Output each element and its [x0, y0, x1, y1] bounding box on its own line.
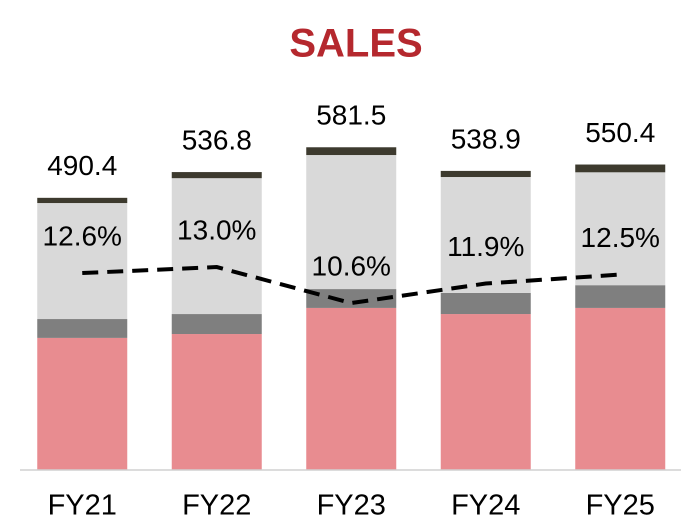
bar-segment	[440, 292, 531, 315]
bar-segment	[37, 197, 128, 204]
total-label: 538.9	[451, 123, 521, 154]
bar-segment	[171, 178, 262, 315]
x-tick-label: FY24	[451, 490, 520, 522]
bar-segment	[575, 307, 666, 470]
bar-segment	[37, 319, 128, 338]
x-tick-label: FY23	[317, 490, 386, 522]
bar-segment	[306, 147, 397, 156]
line-label: 11.9%	[447, 231, 524, 262]
bar-segment	[37, 337, 128, 470]
bar-segment	[575, 285, 666, 308]
bar-segment	[575, 164, 666, 173]
line-label: 13.0%	[177, 214, 256, 245]
total-label: 581.5	[316, 100, 386, 131]
bar-segment	[575, 172, 666, 286]
bar-segment	[306, 289, 397, 308]
bar-segment	[440, 314, 531, 470]
total-label: 550.4	[585, 117, 655, 148]
bar-segment	[171, 314, 262, 335]
x-tick-label: FY25	[586, 490, 655, 522]
bar-segment	[440, 177, 531, 293]
line-label: 12.6%	[43, 220, 122, 251]
chart-title: SALES	[289, 22, 422, 66]
bar-segment	[440, 170, 531, 178]
total-label: 536.8	[182, 124, 252, 155]
bar-segment	[306, 307, 397, 470]
total-label: 490.4	[47, 150, 117, 181]
bar-segment	[37, 203, 128, 320]
x-tick-label: FY21	[48, 490, 117, 522]
line	[82, 265, 621, 306]
bar-segment	[171, 334, 262, 470]
line-label: 10.6%	[312, 250, 391, 281]
x-tick-label: FY22	[182, 490, 251, 522]
bar-segment	[171, 172, 262, 179]
line-label: 12.5%	[581, 222, 660, 253]
bar-segment	[306, 155, 397, 290]
